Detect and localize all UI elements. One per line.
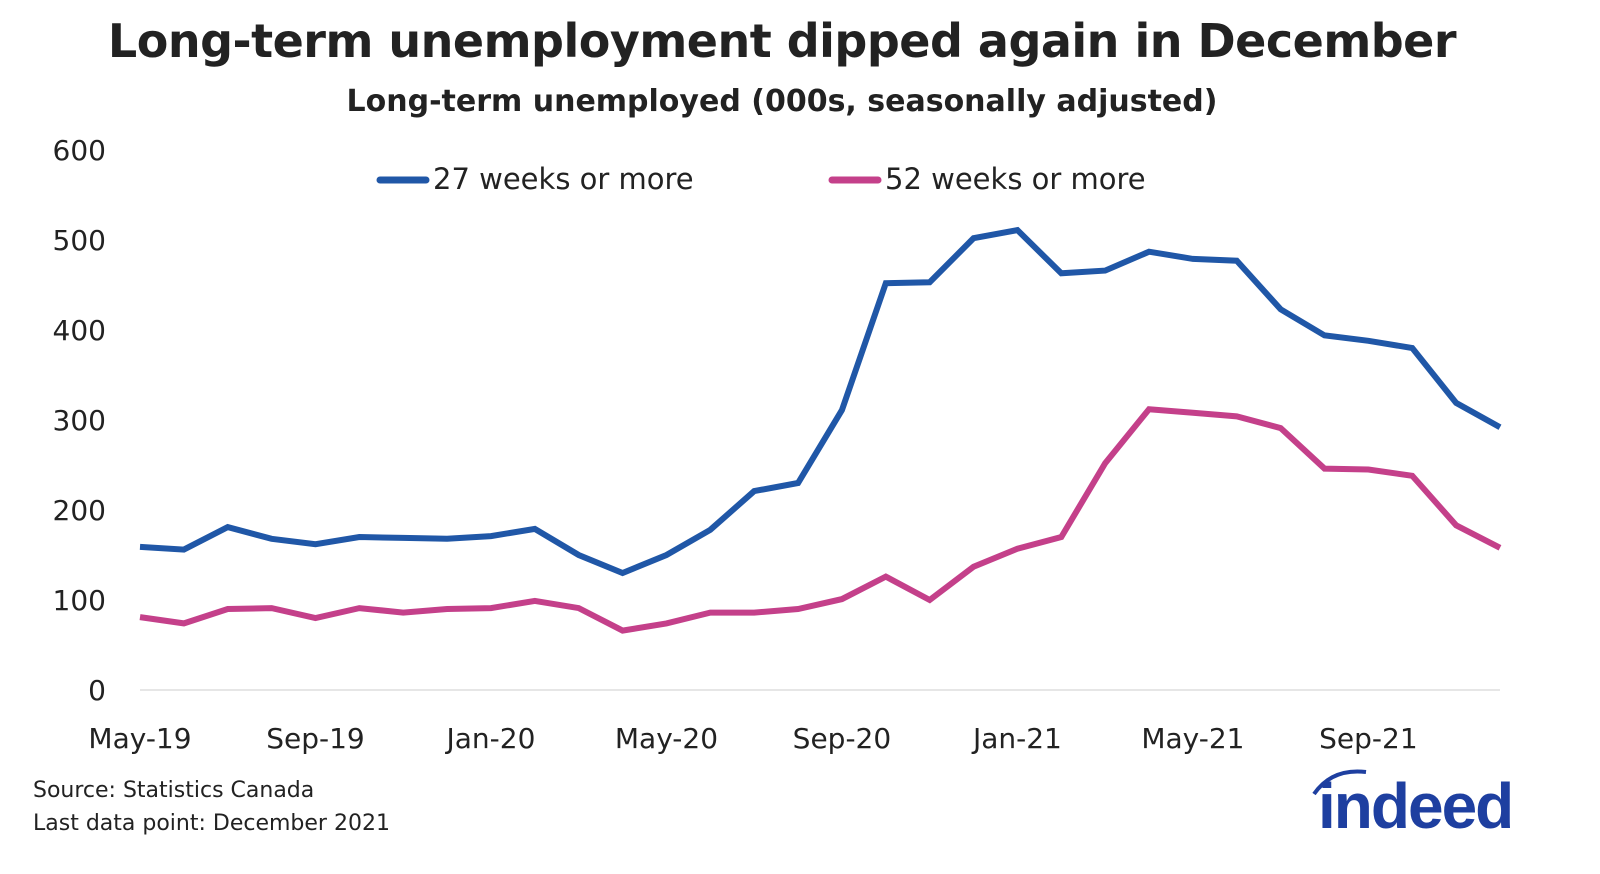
y-tick-label: 0: [88, 674, 106, 707]
x-tick-label: May-19: [88, 722, 191, 755]
x-tick-label: Jan-21: [971, 722, 1062, 755]
series-line-1: [139, 226, 1502, 577]
y-tick-label: 600: [53, 134, 106, 167]
series-line-2: [139, 406, 1502, 634]
x-tick-label: Sep-19: [266, 722, 365, 755]
y-tick-label: 100: [53, 584, 106, 617]
y-tick-label: 400: [53, 314, 106, 347]
y-tick-label: 500: [53, 224, 106, 257]
x-tick-label: May-20: [615, 722, 718, 755]
y-tick-label: 300: [53, 404, 106, 437]
legend-label-2: 52 weeks or more: [885, 162, 1146, 196]
source-note: Source: Statistics Canada: [33, 778, 315, 803]
chart-title: Long-term unemployment dipped again in D…: [107, 14, 1457, 68]
svg-text:indeed: indeed: [1318, 770, 1512, 834]
x-tick-label: May-21: [1141, 722, 1244, 755]
indeed-logo: indeed: [1312, 769, 1514, 834]
x-tick-label: Sep-21: [1319, 722, 1418, 755]
legend-label-1: 27 weeks or more: [433, 162, 694, 196]
x-tick-label: Sep-20: [793, 722, 892, 755]
y-tick-label: 200: [53, 494, 106, 527]
chart-subtitle: Long-term unemployed (000s, seasonally a…: [346, 84, 1218, 119]
x-tick-label: Jan-20: [445, 722, 536, 755]
last-data-point-note: Last data point: December 2021: [33, 811, 390, 836]
